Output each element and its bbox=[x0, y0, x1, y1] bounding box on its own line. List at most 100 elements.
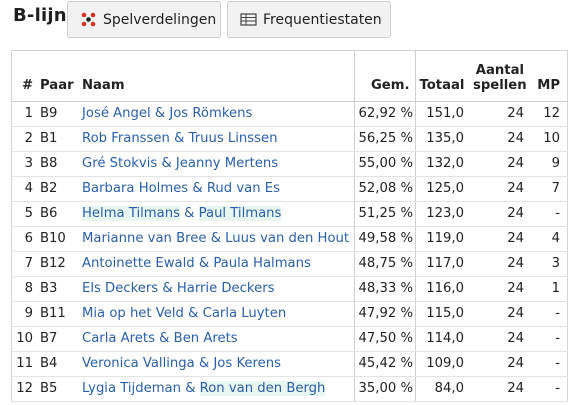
cell-totaal: 151,0 bbox=[415, 101, 469, 127]
cell-gem: 47,92 % bbox=[354, 301, 416, 327]
cell-nr: 1 bbox=[12, 101, 36, 127]
cell-totaal: 125,0 bbox=[415, 176, 469, 202]
cell-mp: 12 bbox=[529, 101, 568, 127]
col-aantal-line1: Aantal bbox=[475, 62, 524, 78]
player-link[interactable]: Paul Tilmans bbox=[198, 205, 282, 221]
cell-spellen: 24 bbox=[469, 101, 529, 127]
table-icon bbox=[240, 11, 257, 28]
spelverdelingen-label: Spelverdelingen bbox=[103, 11, 217, 28]
cell-naam: Rob Franssen & Truus Linssen bbox=[78, 126, 355, 152]
cell-naam: Antoinette Ewald & Paula Halmans bbox=[78, 251, 355, 277]
cell-naam: Carla Arets & Ben Arets bbox=[78, 326, 355, 352]
player-link[interactable]: Helma Tilmans bbox=[82, 205, 180, 221]
cell-mp: - bbox=[529, 326, 568, 352]
player-link[interactable]: Veronica Vallinga bbox=[82, 355, 195, 371]
player-link[interactable]: Paula Halmans bbox=[213, 255, 311, 271]
cell-totaal: 109,0 bbox=[415, 351, 469, 377]
player-link[interactable]: Barbara Holmes bbox=[82, 180, 189, 196]
table-row: 2 B1 Rob Franssen & Truus Linssen 56,25 % 13… bbox=[12, 126, 568, 152]
player-link[interactable]: Ben Arets bbox=[173, 330, 238, 346]
cell-mp: 9 bbox=[529, 151, 568, 177]
cell-gem: 45,42 % bbox=[354, 351, 416, 377]
player-link[interactable]: Lygia Tijdeman bbox=[82, 380, 181, 396]
cell-spellen: 24 bbox=[469, 351, 529, 377]
cell-naam: Lygia Tijdeman & Ron van den Bergh bbox=[78, 376, 355, 402]
player-link[interactable]: Truus Linssen bbox=[188, 130, 278, 146]
table-row: 3 B8 Gré Stokvis & Jeanny Mertens 55,00 % 13… bbox=[12, 151, 568, 177]
cell-totaal: 117,0 bbox=[415, 251, 469, 277]
player-link[interactable]: Carla Luyten bbox=[202, 305, 287, 321]
player-link[interactable]: Harrie Deckers bbox=[176, 280, 275, 296]
cell-nr: 4 bbox=[12, 176, 36, 202]
player-link[interactable]: Ron van den Bergh bbox=[199, 380, 326, 396]
player-link[interactable]: Gré Stokvis bbox=[82, 155, 158, 171]
top-bar: B-lijn Spelverdelingen Frequentiestaten bbox=[0, 0, 578, 44]
cell-totaal: 119,0 bbox=[415, 226, 469, 252]
cell-totaal: 115,0 bbox=[415, 301, 469, 327]
name-separator: & bbox=[194, 255, 214, 271]
frequentiestaten-button[interactable]: Frequentiestaten bbox=[227, 1, 391, 38]
cell-naam: Veronica Vallinga & Jos Kerens bbox=[78, 351, 355, 377]
player-link[interactable]: Marianne van Bree bbox=[82, 230, 207, 246]
table-row: 11 B4 Veronica Vallinga & Jos Kerens 45,42 … bbox=[12, 351, 568, 377]
player-link[interactable]: Carla Arets bbox=[82, 330, 155, 346]
results-table: # Paar Naam Gem. Totaal Aantal spellen M… bbox=[12, 51, 568, 402]
player-link[interactable]: Mia op het Veld bbox=[82, 305, 184, 321]
spelverdelingen-button[interactable]: Spelverdelingen bbox=[67, 1, 221, 38]
cell-paar: B1 bbox=[36, 126, 78, 152]
col-aantal-line2: spellen bbox=[473, 77, 527, 93]
cell-naam: José Angel & Jos Römkens bbox=[78, 101, 355, 127]
table-row: 1 B9 José Angel & Jos Römkens 62,92 % 151,0 2… bbox=[12, 101, 568, 127]
cell-paar: B10 bbox=[36, 226, 78, 252]
cell-paar: B3 bbox=[36, 276, 78, 302]
cell-paar: B2 bbox=[36, 176, 78, 202]
player-link[interactable]: Jos Römkens bbox=[169, 105, 253, 121]
player-link[interactable]: José Angel bbox=[82, 105, 151, 121]
cell-gem: 62,92 % bbox=[354, 101, 416, 127]
player-link[interactable]: Els Deckers bbox=[82, 280, 159, 296]
cell-mp: - bbox=[529, 376, 568, 402]
cell-paar: B6 bbox=[36, 201, 78, 227]
cell-naam: Marianne van Bree & Luus van den Hout bbox=[78, 226, 355, 252]
cell-nr: 3 bbox=[12, 151, 36, 177]
cell-spellen: 24 bbox=[469, 226, 529, 252]
player-link[interactable]: Rud van Es bbox=[206, 180, 280, 196]
cell-nr: 8 bbox=[12, 276, 36, 302]
cell-mp: - bbox=[529, 301, 568, 327]
page-title: B-lijn bbox=[13, 5, 67, 26]
dots-icon bbox=[80, 11, 97, 28]
cell-naam: Els Deckers & Harrie Deckers bbox=[78, 276, 355, 302]
table-row: 5 B6 Helma Tilmans & Paul Tilmans 51,25 % 12… bbox=[12, 201, 568, 227]
cell-paar: B7 bbox=[36, 326, 78, 352]
cell-spellen: 24 bbox=[469, 376, 529, 402]
player-link[interactable]: Jeanny Mertens bbox=[175, 155, 279, 171]
cell-totaal: 116,0 bbox=[415, 276, 469, 302]
col-nr: # bbox=[12, 51, 36, 102]
cell-mp: - bbox=[529, 201, 568, 227]
cell-nr: 7 bbox=[12, 251, 36, 277]
cell-nr: 6 bbox=[12, 226, 36, 252]
cell-spellen: 24 bbox=[469, 301, 529, 327]
cell-nr: 12 bbox=[12, 376, 36, 402]
player-link[interactable]: Antoinette Ewald bbox=[82, 255, 195, 271]
cell-gem: 52,08 % bbox=[354, 176, 416, 202]
cell-gem: 51,25 % bbox=[354, 201, 416, 227]
table-row: 10 B7 Carla Arets & Ben Arets 47,50 % 114,0 2… bbox=[12, 326, 568, 352]
name-separator: & bbox=[157, 155, 176, 171]
col-aantal-spellen: Aantal spellen bbox=[469, 51, 529, 102]
player-link[interactable]: Jos Kerens bbox=[213, 355, 282, 371]
cell-nr: 10 bbox=[12, 326, 36, 352]
cell-totaal: 114,0 bbox=[415, 326, 469, 352]
cell-mp: 1 bbox=[529, 276, 568, 302]
name-separator: & bbox=[206, 230, 226, 246]
col-totaal: Totaal bbox=[415, 51, 469, 102]
name-separator: & bbox=[188, 180, 207, 196]
table-header-row: # Paar Naam Gem. Totaal Aantal spellen M… bbox=[12, 51, 568, 102]
cell-mp: 7 bbox=[529, 176, 568, 202]
results-panel: # Paar Naam Gem. Totaal Aantal spellen M… bbox=[11, 50, 568, 402]
player-link[interactable]: Luus van den Hout bbox=[225, 230, 350, 246]
table-row: 12 B5 Lygia Tijdeman & Ron van den Bergh 35… bbox=[12, 376, 568, 402]
cell-totaal: 135,0 bbox=[415, 126, 469, 152]
player-link[interactable]: Rob Franssen bbox=[82, 130, 170, 146]
cell-spellen: 24 bbox=[469, 126, 529, 152]
